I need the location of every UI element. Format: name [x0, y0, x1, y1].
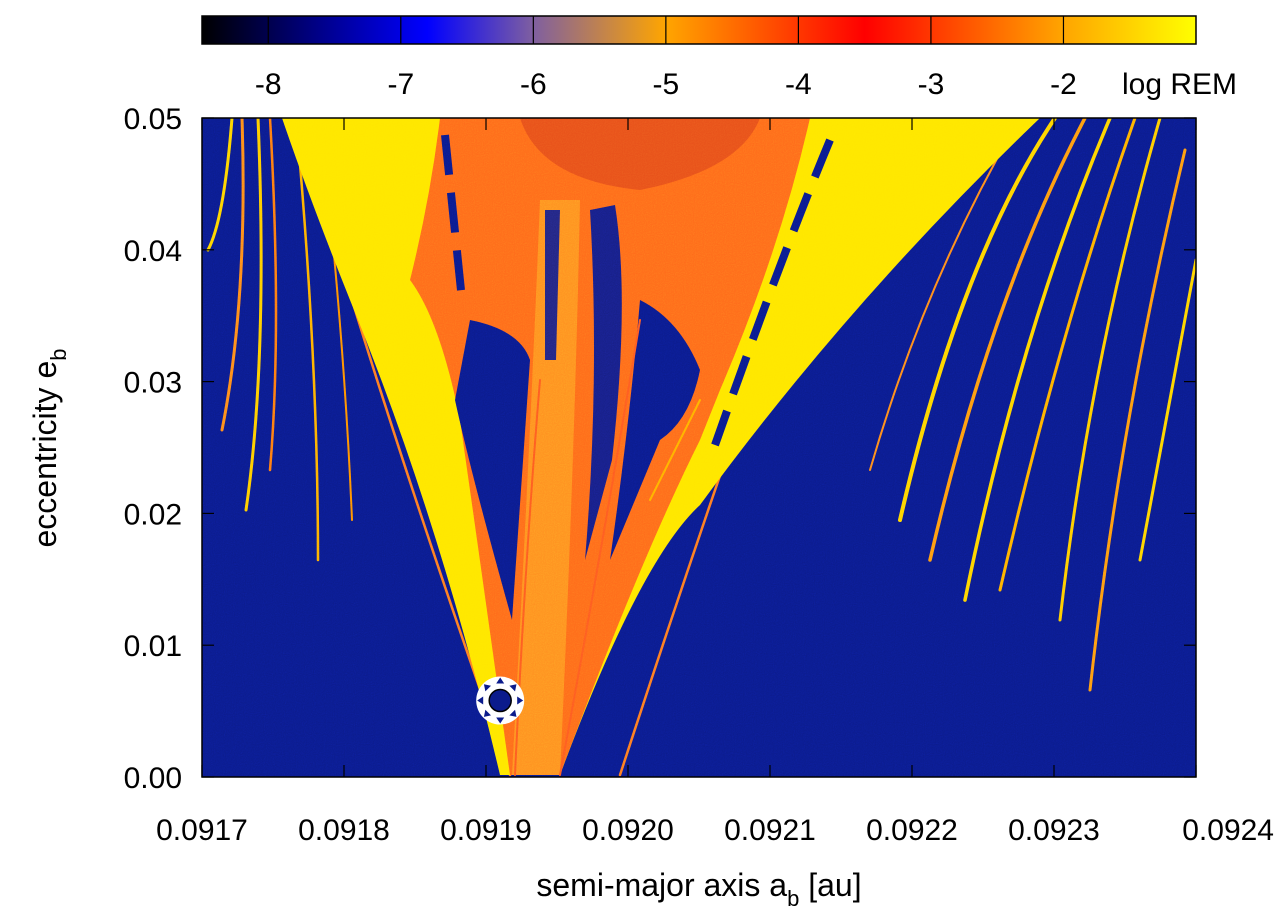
x-tick-label: 0.0919 [440, 814, 532, 847]
x-tick-label: 0.0924 [1182, 814, 1274, 847]
sun-core [488, 688, 512, 713]
y-tick-label: 0.00 [124, 762, 182, 795]
colorbar-tick-label: -2 [1050, 68, 1077, 101]
sun-ray [517, 696, 524, 705]
y-axis-label: eccentricity eb [27, 349, 71, 548]
y-tick-label: 0.04 [124, 235, 182, 268]
x-tick-label: 0.0921 [724, 814, 816, 847]
plot-area: 0.0917 0.0918 0.0919 0.0920 0.0921 0.0922 0.09… [124, 103, 1274, 847]
colorbar-tick-label: -7 [387, 68, 414, 101]
y-axis-label-main: eccentricity e [27, 361, 63, 548]
sun-ray [477, 696, 484, 705]
x-axis-label-unit: [au] [799, 867, 861, 903]
colorbar-tick-label: -4 [785, 68, 812, 101]
x-tick-label: 0.0922 [866, 814, 958, 847]
x-axis-label: semi-major axis ab [au] [536, 867, 861, 911]
plot-frame [201, 117, 1197, 778]
colorbar-ticks: -8 -7 -6 -5 -4 -3 -2 [255, 16, 1077, 101]
colorbar-tick-label: -6 [520, 68, 547, 101]
sun-ray [483, 709, 492, 717]
noise-overlay [202, 118, 1196, 777]
y-axis-ticks: 0.00 0.01 0.02 0.03 0.04 0.05 [124, 103, 1196, 795]
sun-ray [483, 684, 492, 692]
x-tick-label: 0.0923 [1008, 814, 1100, 847]
x-tick-label: 0.0917 [156, 814, 248, 847]
x-tick-label: 0.0920 [582, 814, 674, 847]
colorbar-tick-label: -8 [255, 68, 282, 101]
nominal-system-marker [476, 676, 525, 725]
colorbar-tick-label: -3 [918, 68, 945, 101]
y-axis-label-sub: b [46, 349, 71, 361]
x-axis-ticks: 0.0917 0.0918 0.0919 0.0920 0.0921 0.0922 0.09… [156, 118, 1274, 847]
x-axis-label-main: semi-major axis a [536, 867, 787, 903]
colorbar-bar [201, 15, 1197, 45]
y-tick-label: 0.02 [124, 498, 182, 531]
x-axis-label-sub: b [787, 886, 799, 911]
y-tick-label: 0.05 [124, 103, 182, 136]
heatmap-field [202, 118, 1196, 777]
colorbar: -8 -7 -6 -5 -4 -3 -2 log REM [201, 15, 1237, 101]
colorbar-label: log REM [1122, 68, 1237, 101]
colorbar-tick-label: -5 [653, 68, 680, 101]
y-tick-label: 0.03 [124, 367, 182, 400]
sun-ray [496, 677, 505, 684]
sun-ray [496, 717, 505, 724]
y-tick-label: 0.01 [124, 630, 182, 663]
x-tick-label: 0.0918 [298, 814, 390, 847]
sun-ray [509, 709, 517, 717]
sun-ray [509, 684, 517, 692]
